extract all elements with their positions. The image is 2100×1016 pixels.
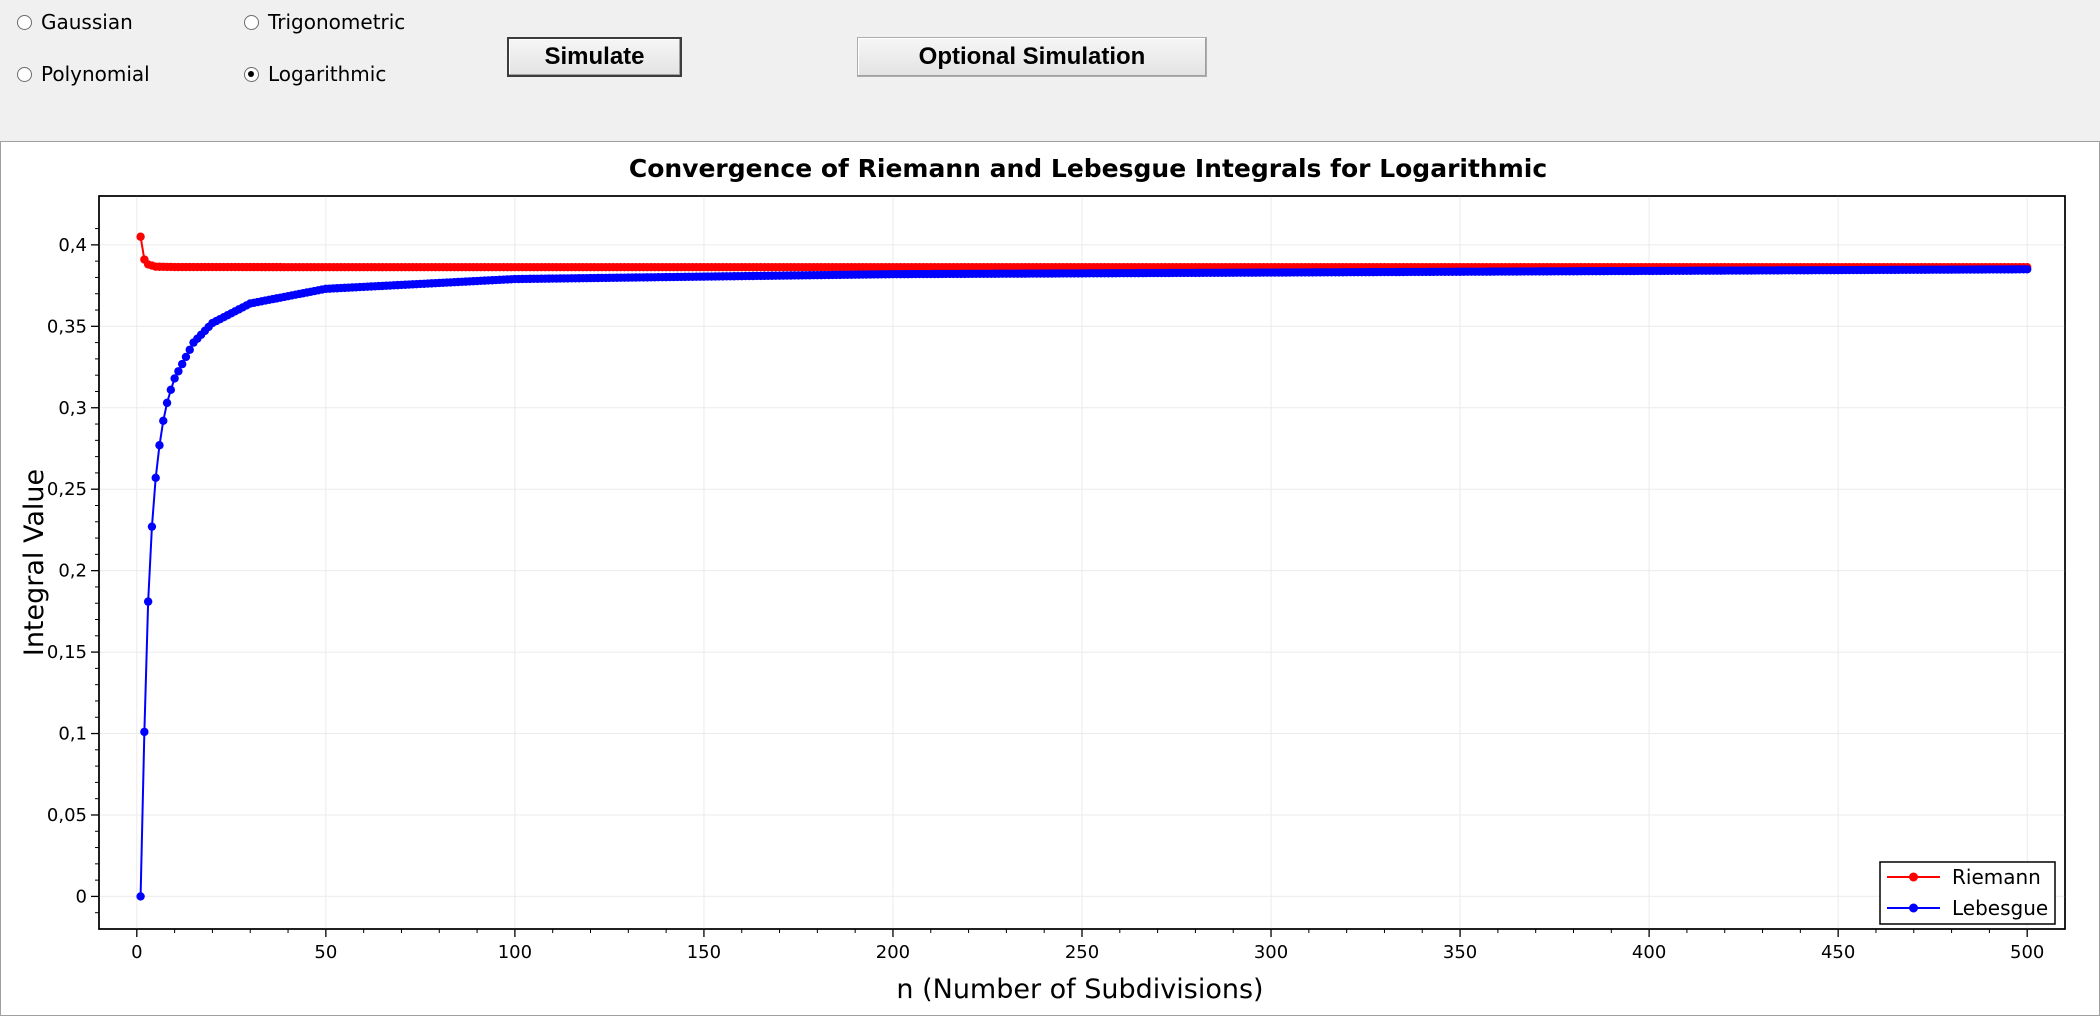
y-tick-label: 0 [76, 886, 87, 907]
optional-simulation-button[interactable]: Optional Simulation [857, 37, 1207, 77]
series-lebesgue [136, 265, 2032, 901]
data-point [155, 441, 164, 450]
x-tick-label: 150 [687, 942, 721, 963]
data-point [159, 416, 168, 425]
radio-gaussian[interactable]: Gaussian [17, 10, 133, 34]
y-tick-label: 0,3 [58, 398, 87, 419]
legend-label: Lebesgue [1952, 896, 2048, 920]
legend-swatch-marker [1909, 903, 1918, 913]
radio-indicator[interactable] [17, 66, 32, 82]
radio-indicator[interactable] [244, 14, 259, 30]
radio-polynomial[interactable]: Polynomial [17, 62, 150, 86]
legend-label: Riemann [1952, 865, 2041, 889]
data-point [143, 597, 153, 606]
x-tick-label: 300 [1254, 942, 1288, 963]
y-tick-label: 0,4 [58, 235, 87, 256]
x-tick-label: 400 [1632, 942, 1666, 963]
chart-title: Convergence of Riemann and Lebesgue Inte… [628, 154, 1548, 183]
x-tick-label: 450 [1821, 942, 1855, 963]
x-axis-title: n (Number of Subdivisions) [896, 974, 1263, 1005]
data-point [140, 727, 149, 737]
data-point [177, 359, 187, 369]
radio-label: Trigonometric [268, 10, 406, 34]
data-point [166, 385, 176, 395]
data-point [181, 352, 191, 362]
y-axis-title: Integral Value [19, 469, 50, 656]
y-tick-label: 0,35 [47, 316, 87, 337]
x-tick-label: 50 [314, 942, 337, 963]
radio-label: Polynomial [41, 62, 150, 86]
y-tick-label: 0,05 [47, 805, 87, 826]
data-point [174, 367, 183, 376]
x-tick-label: 100 [498, 942, 532, 963]
y-tick-label: 0,25 [47, 479, 87, 500]
legend: Riemann Lebesgue [1879, 861, 2056, 925]
data-point [147, 522, 157, 531]
data-point [185, 345, 194, 354]
x-tick-label: 250 [1065, 942, 1099, 963]
data-point [170, 374, 179, 383]
data-point [136, 232, 145, 241]
x-tick-label: 500 [2010, 942, 2044, 963]
radio-trigonometric[interactable]: Trigonometric [244, 10, 405, 34]
radio-indicator[interactable] [244, 66, 259, 82]
y-tick-label: 0,2 [58, 561, 87, 582]
radio-label: Logarithmic [268, 62, 387, 86]
data-point [162, 398, 172, 408]
legend-box [1879, 861, 2056, 925]
x-tick-label: 200 [876, 942, 910, 963]
simulate-button[interactable]: Simulate [507, 37, 682, 77]
y-tick-label: 0,15 [47, 642, 87, 663]
y-tick-label: 0,1 [58, 724, 87, 745]
radio-indicator[interactable] [17, 14, 32, 30]
data-point [136, 892, 145, 901]
radio-label: Gaussian [41, 10, 133, 34]
x-tick-label: 0 [131, 942, 142, 963]
data-point [2022, 265, 2032, 274]
data-point [151, 473, 160, 482]
x-tick-label: 350 [1443, 942, 1477, 963]
legend-swatch-marker [1909, 872, 1918, 882]
radio-logarithmic[interactable]: Logarithmic [244, 62, 386, 86]
